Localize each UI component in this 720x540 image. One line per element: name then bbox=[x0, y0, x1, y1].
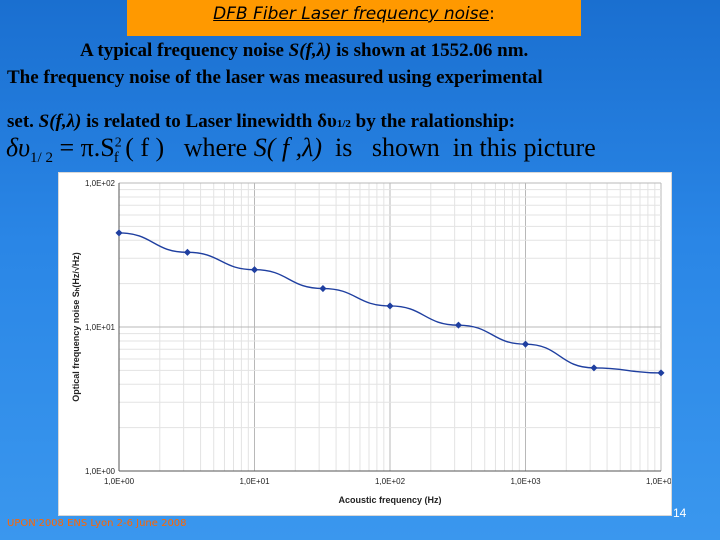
x-tick-label: 1,0E+04 bbox=[646, 477, 671, 486]
line3-sub: 1/2 bbox=[336, 118, 351, 130]
x-tick-label: 1,0E+03 bbox=[510, 477, 541, 486]
formula-where: where bbox=[183, 133, 248, 162]
formula-fsub: f bbox=[113, 150, 119, 167]
line3-prefix: set. bbox=[7, 111, 39, 132]
data-point bbox=[115, 229, 123, 237]
formula-lhs: δυ bbox=[6, 133, 31, 162]
data-point bbox=[454, 321, 462, 329]
body-line-1: A typical frequency noise S(f,λ) is show… bbox=[80, 40, 528, 62]
y-axis-label: Optical frequency noise Sₕ(Hz/√Hz) bbox=[71, 252, 81, 402]
data-point bbox=[657, 369, 665, 377]
formula-S: S( f ,λ) bbox=[253, 133, 323, 162]
body-line-3: set. S(f,λ) is related to Laser linewidt… bbox=[7, 111, 515, 133]
data-point bbox=[250, 266, 259, 274]
line3-middle: is related to Laser linewidth δυ bbox=[81, 111, 337, 132]
data-point bbox=[590, 364, 598, 372]
formula-arg: ( f ) bbox=[118, 133, 165, 162]
formula-exp: 2 bbox=[114, 135, 122, 151]
line1-symbol: S(f,λ) bbox=[288, 40, 332, 61]
data-point bbox=[319, 284, 327, 293]
x-axis-label: Acoustic frequency (Hz) bbox=[338, 495, 441, 505]
y-tick-label: 1,0E+00 bbox=[85, 467, 116, 476]
x-tick-label: 1,0E+01 bbox=[239, 477, 270, 486]
title-highlight bbox=[127, 0, 581, 36]
footer-conference: UPON'2008 ENS Lyon 2-6 June 2008 bbox=[7, 518, 187, 529]
chart-panel: 1,0E+00 1,0E+01 1,0E+02 1,0E+03 1,0E+04 1,0E+… bbox=[58, 172, 677, 516]
line3-suffix: by the ralationship: bbox=[350, 111, 516, 132]
formula-tail: in this picture bbox=[452, 133, 596, 162]
data-point bbox=[386, 302, 394, 310]
x-tick-label: 1,0E+02 bbox=[375, 477, 406, 486]
slide-title-colon: : bbox=[489, 4, 495, 24]
line1-prefix: A typical frequency noise bbox=[80, 40, 289, 61]
slide-title-text: DFB Fiber Laser frequency noise bbox=[213, 4, 490, 24]
formula-sub: 1/ 2 bbox=[30, 150, 53, 167]
x-tick-label: 1,0E+00 bbox=[104, 477, 135, 486]
page-number: 14 bbox=[673, 506, 687, 520]
line1-suffix: is shown at 1552.06 nm. bbox=[331, 40, 529, 61]
linewidth-formula: δυ1/ 2 = π.S2f ( f ) where S( f ,λ) is s… bbox=[6, 133, 596, 167]
y-tick-label: 1,0E+01 bbox=[85, 323, 116, 332]
slide-title: DFB Fiber Laser frequency noise: bbox=[127, 4, 581, 24]
data-point bbox=[521, 340, 530, 348]
body-line-2: The frequency noise of the laser was mea… bbox=[7, 67, 543, 88]
formula-eq: = π.S bbox=[52, 133, 115, 162]
y-tick-label: 1,0E+02 bbox=[85, 179, 116, 188]
formula-is: is bbox=[335, 133, 353, 162]
line3-symbol: S(f,λ) bbox=[38, 111, 82, 132]
data-point bbox=[183, 248, 191, 256]
formula-shown: shown bbox=[371, 133, 440, 162]
frequency-noise-chart: 1,0E+00 1,0E+01 1,0E+02 1,0E+03 1,0E+04 1,0E+… bbox=[71, 179, 677, 505]
